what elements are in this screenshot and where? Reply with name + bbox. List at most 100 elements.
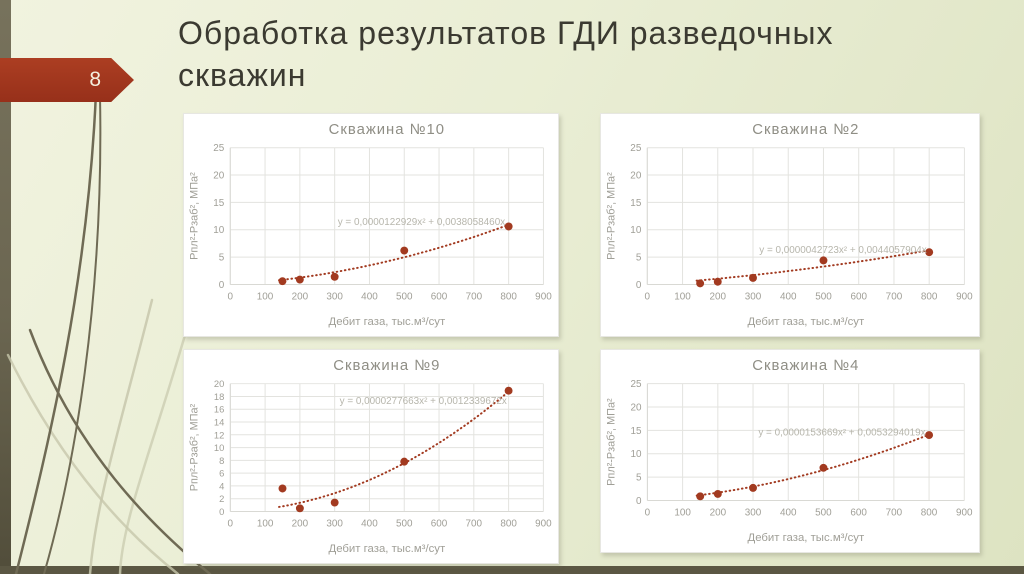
data-point	[696, 279, 705, 288]
y-tick-label: 10	[214, 442, 224, 453]
x-tick-label: 100	[257, 291, 274, 302]
data-point	[504, 222, 513, 231]
chart-well-10: 0 100 200 300 400 500 600 700 800 900 0 5 10 15 20 25 Ск…	[189, 122, 553, 328]
x-tick-label: 300	[745, 291, 762, 302]
trendline	[278, 390, 510, 508]
y-tick-label: 5	[636, 253, 642, 264]
equation-label: y = 0,0000277663x² + 0,0012339672x	[340, 396, 507, 407]
data-point	[819, 256, 828, 265]
y-tick-label: 5	[636, 473, 642, 484]
y-tick-label: 15	[630, 426, 642, 437]
x-tick-label: 0	[645, 507, 651, 518]
y-tick-label: 0	[636, 496, 642, 507]
grass-curve	[43, 95, 102, 574]
x-tick-label: 700	[886, 291, 903, 302]
y-tick-label: 15	[630, 198, 642, 209]
grass-curve	[14, 90, 98, 574]
y-tick-label: 10	[630, 449, 642, 460]
y-axis-title: Рпл²-Рзаб², МПа²	[189, 403, 201, 491]
y-tick-label: 2	[219, 493, 224, 504]
data-point	[925, 248, 934, 257]
y-tick-label: 0	[219, 506, 224, 517]
x-tick-label: 200	[709, 291, 726, 302]
y-tick-label: 10	[213, 225, 225, 236]
x-tick-label: 0	[645, 291, 651, 302]
slide-number-badge: 8	[0, 58, 134, 102]
y-tick-label: 25	[630, 143, 642, 154]
y-tick-label: 14	[214, 416, 224, 427]
x-tick-label: 600	[431, 518, 448, 529]
x-tick-label: 800	[921, 507, 938, 518]
chart-title: Скважина №2	[752, 122, 859, 138]
x-tick-label: 0	[228, 291, 234, 302]
x-tick-label: 700	[886, 507, 903, 518]
x-tick-label: 400	[780, 291, 797, 302]
chart-well-4: 0 100 200 300 400 500 600 700 800 900 0 5 10 15 20 25 Ск…	[606, 358, 973, 544]
data-point	[330, 498, 339, 507]
x-tick-label: 100	[257, 518, 274, 529]
grass-curve	[118, 316, 192, 574]
x-tick-label: 200	[292, 291, 309, 302]
chart-title: Скважина №4	[752, 358, 859, 374]
x-tick-label: 600	[431, 291, 448, 302]
y-tick-label: 6	[219, 468, 224, 479]
data-point	[278, 484, 287, 493]
equation-label: y = 0,0000042723x² + 0,0044057904x	[759, 245, 926, 256]
data-point	[713, 490, 722, 498]
x-tick-label: 800	[500, 518, 517, 529]
chart-title: Скважина №10	[329, 122, 445, 138]
x-tick-label: 100	[674, 291, 691, 302]
x-tick-label: 600	[850, 291, 867, 302]
y-tick-label: 20	[630, 171, 642, 182]
y-tick-label: 20	[213, 171, 225, 182]
y-tick-label: 12	[214, 429, 224, 440]
y-tick-label: 15	[213, 198, 225, 209]
y-tick-label: 20	[214, 378, 224, 389]
x-tick-label: 900	[956, 507, 973, 518]
grass-curve	[6, 353, 180, 574]
y-tick-label: 25	[213, 143, 225, 154]
x-tick-label: 900	[535, 518, 552, 529]
data-point	[295, 504, 304, 513]
x-tick-label: 700	[466, 518, 483, 529]
x-tick-label: 500	[815, 291, 832, 302]
x-axis-title: Дебит газа, тыс.м³/сут	[748, 316, 865, 328]
y-axis-title: Рпл²-Рзаб², МПа²	[606, 398, 618, 486]
y-tick-label: 4	[219, 480, 224, 491]
y-tick-label: 5	[219, 253, 225, 264]
x-tick-label: 500	[815, 507, 832, 518]
x-tick-label: 800	[500, 291, 517, 302]
y-tick-label: 16	[214, 404, 224, 415]
x-tick-label: 600	[850, 507, 867, 518]
x-tick-label: 500	[396, 518, 413, 529]
data-point	[278, 277, 287, 286]
data-point	[295, 275, 304, 284]
slide-title: Обработка результатов ГДИ разведочных ск…	[178, 15, 834, 94]
chart-panel-well-4: 0 100 200 300 400 500 600 700 800 900 0 5 10 15 20 25 Ск…	[600, 349, 980, 553]
chart-title: Скважина №9	[333, 358, 440, 374]
slide-number: 8	[89, 68, 101, 91]
data-point	[749, 483, 757, 492]
trendline	[695, 249, 931, 282]
x-tick-label: 300	[326, 291, 343, 302]
chart-panel-well-2: 0 100 200 300 400 500 600 700 800 900 0 5 10 15 20 25 Ск…	[600, 113, 980, 337]
left-edge-strip	[0, 0, 11, 574]
x-tick-label: 800	[921, 291, 938, 302]
chart-panel-well-10: 0 100 200 300 400 500 600 700 800 900 0 5 10 15 20 25 Ск…	[183, 113, 559, 337]
data-point	[330, 272, 339, 281]
x-axis-title: Дебит газа, тыс.м³/сут	[329, 543, 446, 555]
x-tick-label: 400	[361, 291, 378, 302]
data-point	[400, 457, 409, 466]
x-tick-label: 700	[466, 291, 483, 302]
data-point	[504, 386, 513, 395]
grass-curve	[88, 298, 154, 574]
y-axis-title: Рпл²-Рзаб², МПа²	[189, 172, 201, 260]
trendline	[695, 433, 931, 497]
equation-label: y = 0,0000122929x² + 0,0038058460x	[338, 217, 505, 228]
x-axis-title: Дебит газа, тыс.м³/сут	[329, 316, 446, 328]
data-point	[925, 431, 934, 440]
data-point	[713, 277, 722, 286]
y-tick-label: 18	[214, 391, 224, 402]
y-tick-label: 0	[219, 280, 225, 291]
chart-panel-well-9: 0 100 200 300 400 500 600 700 800 900 0 2 4 6 8 10 12 14 1…	[183, 349, 559, 564]
